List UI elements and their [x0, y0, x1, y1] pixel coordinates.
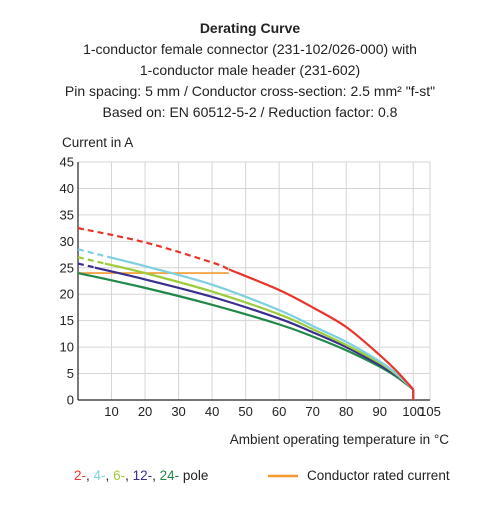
y-tick-label: 0 [67, 393, 74, 408]
y-tick-label: 40 [60, 181, 74, 196]
x-tick-label: 50 [238, 404, 252, 419]
chart-title: Derating Curve [200, 20, 301, 36]
x-tick-label: 30 [171, 404, 185, 419]
chart-subtitle-line-1: 1-conductor female connector (231-102/02… [83, 41, 417, 57]
legend-pole-text: 2-, 4-, 6-, 12-, 24- pole [74, 468, 208, 483]
legend-pole-item: 6- [109, 468, 125, 483]
series-4-dashed [77, 248, 112, 259]
y-tick-label: 45 [60, 155, 74, 170]
chart-subtitle-line-3: Pin spacing: 5 mm / Conductor cross-sect… [65, 83, 435, 99]
x-tick-label: 60 [272, 404, 286, 419]
legend-pole-item: pole [179, 468, 208, 483]
series-12-dashed [77, 262, 96, 269]
x-tick-label: 20 [138, 404, 152, 419]
x-axis-label: Ambient operating temperature in °C [230, 432, 450, 447]
y-tick-label: 10 [60, 340, 74, 355]
axes [77, 162, 430, 401]
legend-pole-item: , [86, 468, 90, 483]
x-tick-label: 80 [339, 404, 353, 419]
chart-subtitle-line-2: 1-conductor male header (231-602) [140, 62, 360, 78]
legend-pole-item: 2- [74, 468, 86, 483]
y-tick-label: 15 [60, 313, 74, 328]
legend: 2-, 4-, 6-, 12-, 24- pole Conductor rate… [74, 468, 450, 483]
x-tick-label: 100 [402, 404, 424, 419]
y-tick-label: 35 [60, 207, 74, 222]
chart-subtitle-line-4: Based on: EN 60512-5-2 / Reduction facto… [103, 104, 398, 120]
series-2-dashed [77, 227, 230, 271]
series-layer [77, 227, 415, 400]
legend-pole-item: , [106, 468, 110, 483]
series-2-line [228, 268, 415, 391]
x-tick-label: 70 [305, 404, 319, 419]
x-tick-label: 105 [419, 404, 441, 419]
legend-rated-label: Conductor rated current [307, 468, 450, 483]
series-6-dashed [77, 256, 106, 265]
x-tick-label: 10 [104, 404, 118, 419]
x-tick-label: 90 [372, 404, 386, 419]
legend-pole-item: , [125, 468, 129, 483]
series-4-line [111, 256, 414, 391]
legend-pole-item: 24- [156, 468, 179, 483]
y-tick-label: 25 [60, 260, 74, 275]
tick-labels: 0 5 10 15 20 25 30 35 40 45 10 20 30 40 50 60 70 80 90 1001… [60, 155, 441, 420]
x-tick-label: 40 [205, 404, 219, 419]
legend-pole-item: , [152, 468, 156, 483]
series-12-line [94, 266, 414, 391]
y-tick-label: 30 [60, 234, 74, 249]
legend-pole-item: 4- [90, 468, 106, 483]
legend-pole-item: 12- [129, 468, 152, 483]
y-tick-label: 5 [67, 366, 74, 381]
y-tick-label: 20 [60, 287, 74, 302]
y-axis-label: Current in A [62, 135, 133, 150]
